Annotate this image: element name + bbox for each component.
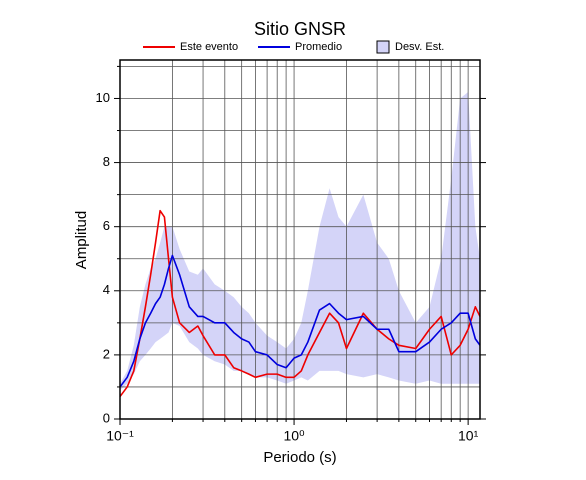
std-band bbox=[120, 92, 480, 391]
legend-swatch bbox=[376, 40, 390, 54]
series-line bbox=[119, 254, 481, 388]
y-tick-label: 10 bbox=[96, 90, 110, 105]
legend-label: Este evento bbox=[180, 41, 238, 53]
y-tick-label: 4 bbox=[103, 282, 110, 297]
legend-label: Desv. Est. bbox=[395, 41, 444, 53]
legend-label: Promedio bbox=[295, 41, 342, 53]
x-tick-label: 10¹ bbox=[458, 428, 479, 444]
series-line bbox=[119, 209, 481, 398]
y-tick-label: 2 bbox=[103, 346, 110, 361]
x-tick-label: 10⁻¹ bbox=[106, 428, 134, 444]
y-axis-label: Amplitud bbox=[73, 211, 90, 269]
x-axis-label: Periodo (s) bbox=[263, 449, 336, 466]
y-tick-label: 6 bbox=[103, 218, 110, 233]
y-tick-label: 0 bbox=[103, 410, 110, 425]
x-tick-label: 10⁰ bbox=[283, 428, 305, 444]
plot-frame bbox=[119, 59, 481, 420]
chart-title: Sitio GNSR bbox=[254, 19, 346, 39]
y-tick-label: 8 bbox=[103, 154, 110, 169]
